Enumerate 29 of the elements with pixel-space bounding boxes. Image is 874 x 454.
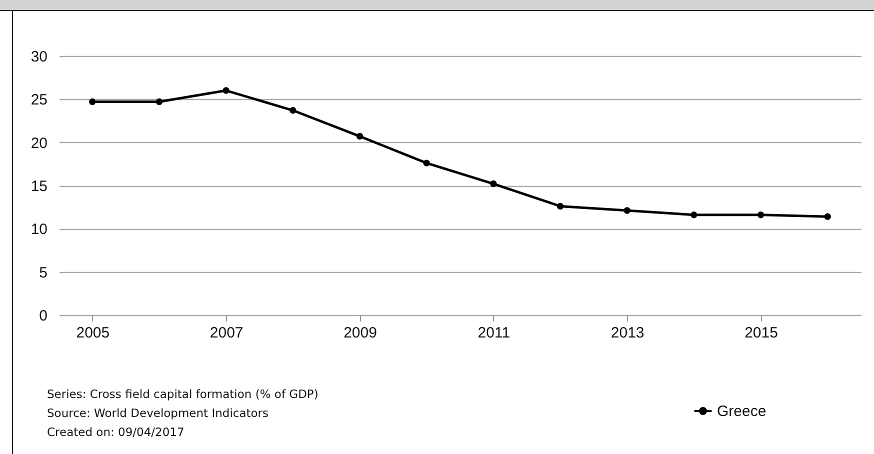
point (757, 212, 764, 218)
y-tick-label: 10 (30, 221, 48, 238)
point (690, 212, 698, 218)
x-tick-label: 2011 (478, 324, 510, 342)
text: Series: Cross field capital formation (% of GDP) (47, 386, 318, 403)
source-note: Source: World Development Indicators (47, 405, 270, 422)
point (624, 207, 630, 214)
point (356, 132, 364, 140)
y-tick-label: 0 (39, 308, 48, 324)
point (290, 107, 296, 114)
point (222, 87, 230, 94)
y-tick-label: 5 (39, 264, 48, 282)
y-tick-label: 20 (30, 134, 48, 152)
x-tick-label: 2009 (344, 324, 377, 342)
x-tick-label: 2013 (610, 324, 644, 342)
y-tick-label: 30 (30, 48, 48, 66)
point (423, 160, 430, 166)
x-tick-label: 2007 (210, 324, 244, 342)
x-tick-label: 2015 (744, 324, 778, 342)
point (156, 98, 163, 106)
point (556, 202, 564, 210)
text: Created on: 09/04/2017 (47, 424, 186, 441)
point (89, 98, 96, 106)
point (824, 213, 831, 220)
point (490, 180, 497, 188)
legend-label: Greece (717, 403, 766, 420)
x-tick-label: 2005 (76, 324, 110, 342)
y-tick-label: 15 (30, 178, 48, 195)
y-tick-label: 25 (30, 92, 48, 109)
